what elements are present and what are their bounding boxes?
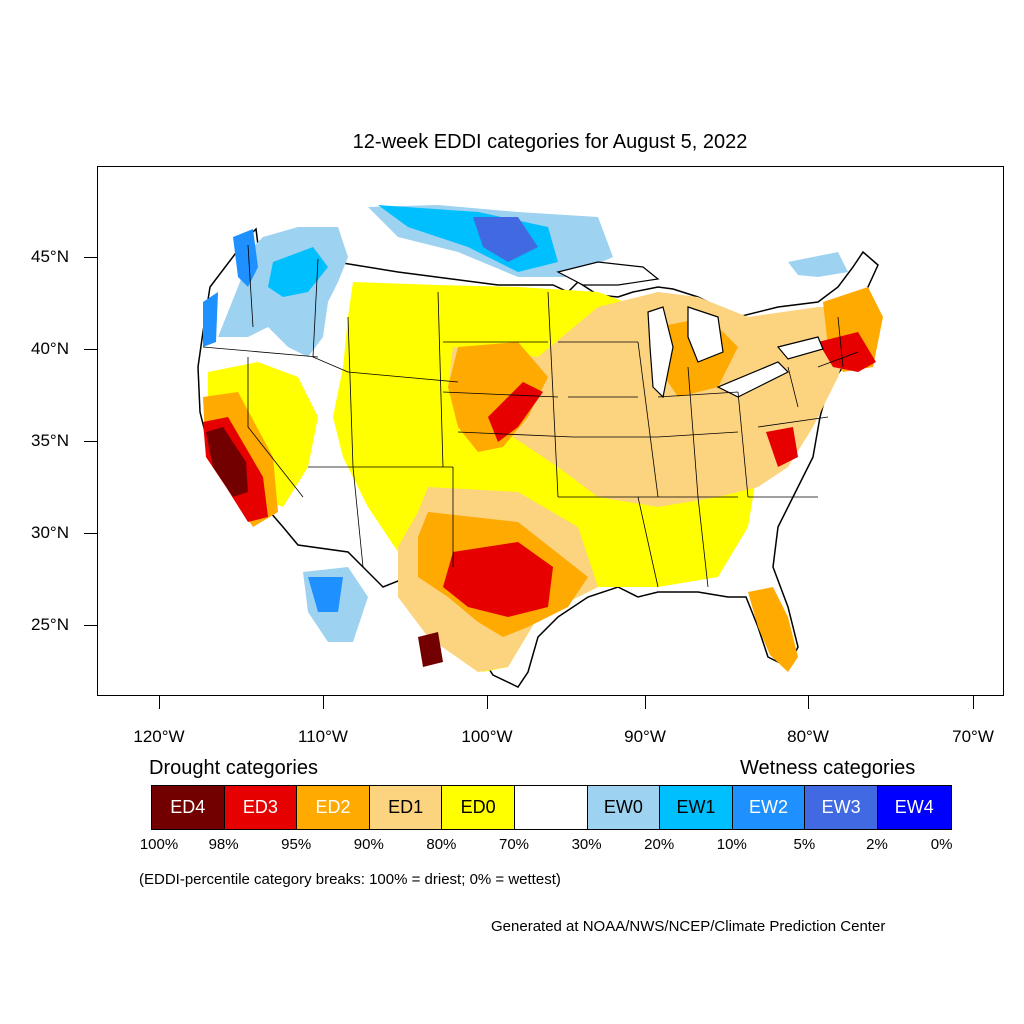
legend-cell-ew1: EW1 [660, 786, 733, 829]
ed2-florida [748, 587, 798, 672]
lon-tick-100 [487, 696, 488, 709]
ed4-california [206, 427, 248, 497]
legend-cell-ed4: ED4 [152, 786, 225, 829]
lat-label-45: 45°N [31, 247, 69, 266]
lat-tick-40 [84, 349, 97, 350]
lat-tick-45 [84, 257, 97, 258]
ew2-northwest [233, 229, 258, 287]
legend-cell-ed2: ED2 [297, 786, 370, 829]
lat-label-40: 40°N [31, 339, 69, 358]
percentile-label: 90% [353, 836, 384, 853]
percentile-label: 80% [426, 836, 457, 853]
ed2-plains [448, 342, 548, 452]
percentile-label: 70% [498, 836, 530, 853]
legend-cell-neutral [514, 786, 588, 829]
state-borders [202, 244, 859, 588]
lon-tick-80 [808, 696, 809, 709]
ed3-texas [443, 542, 553, 617]
percentile-label: 98% [208, 836, 239, 853]
percentile-label: 5% [793, 836, 816, 853]
percentile-label: 30% [571, 836, 602, 853]
legend-cell-ew0: EW0 [587, 786, 661, 829]
ew2-mexico [308, 577, 343, 612]
lat-label-25: 25°N [31, 615, 69, 634]
lat-label-35: 35°N [31, 431, 69, 450]
legend-cell-ew4: EW4 [877, 786, 951, 829]
lat-tick-35 [84, 441, 97, 442]
map-panel [97, 166, 1004, 696]
lon-label-70: 70°W [952, 727, 994, 746]
legend-cell-ew2: EW2 [732, 786, 806, 829]
percentile-label: 100% [139, 836, 179, 853]
lake-erie [716, 361, 790, 398]
lake-huron [687, 306, 724, 363]
map-title: 12-week EDDI categories for August 5, 20… [352, 131, 748, 153]
percentile-label: 20% [644, 836, 675, 853]
ew3-minnesota [473, 217, 538, 262]
lat-tick-25 [84, 625, 97, 626]
lon-label-120: 120°W [133, 727, 185, 746]
lon-tick-90 [645, 696, 646, 709]
lon-tick-110 [323, 696, 324, 709]
ed4-mexico [418, 632, 443, 667]
percentile-label: 95% [281, 836, 312, 853]
ed1-midwest-east [448, 292, 858, 507]
us-eddi-map [197, 205, 883, 688]
lon-label-110: 110°W [298, 727, 348, 746]
ed3-appalachia [766, 427, 798, 467]
credit-line: Generated at NOAA/NWS/NCEP/Climate Predi… [491, 918, 886, 935]
lon-label-100: 100°W [461, 727, 513, 746]
lat-tick-30 [84, 533, 97, 534]
legend-cell-ed1: ED1 [369, 786, 443, 829]
percentile-label: 0% [930, 836, 953, 853]
lake-superior [556, 261, 660, 286]
lon-label-80: 80°W [787, 727, 829, 746]
lon-tick-70 [973, 696, 974, 709]
ew0-maine-north [788, 252, 848, 277]
category-note: (EDDI-percentile category breaks: 100% =… [139, 871, 561, 888]
ew2-oregon-coast [203, 292, 218, 347]
legend-cell-ed3: ED3 [224, 786, 298, 829]
ew1-northwest [268, 247, 328, 297]
lat-label-30: 30°N [31, 523, 69, 542]
lon-label-90: 90°W [624, 727, 666, 746]
wetness-heading: Wetness categories [740, 757, 916, 779]
ed3-kansas [488, 382, 543, 442]
ed3-northeast [818, 332, 876, 372]
drought-heading: Drought categories [149, 757, 318, 779]
legend-cell-ed0: ED0 [442, 786, 515, 829]
percentile-label: 10% [716, 836, 747, 853]
legend-cell-ew3: EW3 [805, 786, 878, 829]
lon-tick-120 [159, 696, 160, 709]
lake-ontario [776, 336, 824, 360]
legend-bar: ED4 ED3 ED2 ED1 ED0 EW0 EW1 EW2 EW3 EW4 [151, 785, 952, 830]
percentile-label: 2% [866, 836, 888, 853]
